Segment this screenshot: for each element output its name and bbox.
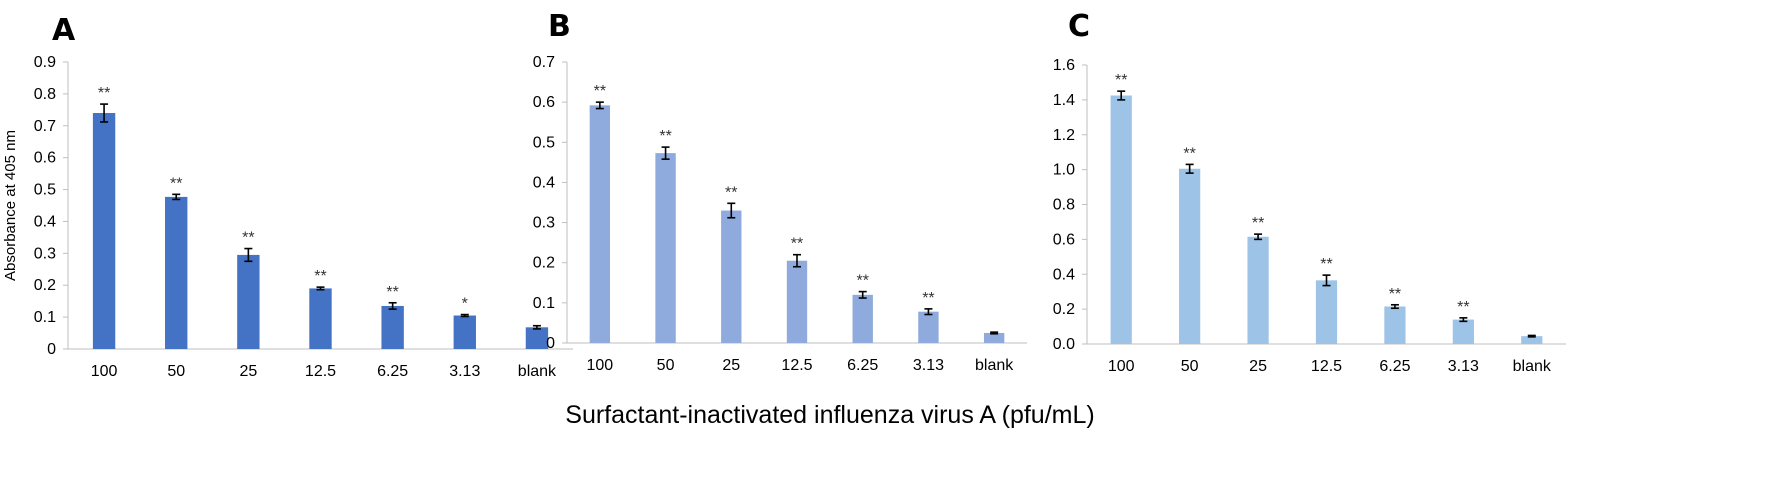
panel-c-bar [1179, 168, 1201, 344]
panel-b-bar [589, 105, 611, 344]
panel-c-bar [1110, 95, 1132, 344]
panel-b-bar [721, 210, 742, 343]
panel-b-bar [983, 332, 1005, 343]
panel-b: B 0 0.1 0.2 0.3 0.4 0.5 0.6 0.7 ** 100 ** 50 ** 25 ** 12… [533, 9, 1027, 374]
panel-a-bar [381, 305, 404, 349]
panel-b-y-tick-label: 0.2 [533, 255, 555, 272]
panel-a-y-tick-label: 0.4 [34, 213, 56, 230]
panel-a-y-tick-label: 0.2 [34, 277, 56, 294]
panel-b-significance-label: ** [791, 236, 803, 253]
panel-b-x-tick-label: 25 [722, 357, 740, 374]
panel-c-y-tick-label: 1.2 [1053, 127, 1075, 144]
panel-a-y-tick-label: 0.5 [34, 182, 56, 199]
panel-a-y-tick-label: 0.6 [34, 150, 56, 167]
panel-b-bar [852, 294, 873, 343]
panel-b-significance-label: ** [725, 184, 737, 201]
panel-a-bar [525, 327, 549, 349]
panel-c-x-tick-label: 50 [1181, 358, 1199, 375]
panel-c-y-tick-label: 1.0 [1053, 162, 1075, 179]
panel-c-significance-label: ** [1252, 215, 1264, 232]
panel-a-bar [92, 113, 116, 350]
panel-c-bar [1247, 236, 1269, 344]
panel-c-bar [1315, 280, 1338, 344]
panel-a-y-axis-label: Absorbance at 405 nm [2, 130, 19, 281]
panel-a: A 0 0.1 0.2 0.3 0.4 0.5 0.6 0.7 0.8 0.9 Absorbance … [2, 13, 573, 380]
panel-a-significance-label: * [462, 296, 468, 313]
panel-a-significance-label: ** [386, 284, 398, 301]
panel-a-y-tick-label: 0.9 [34, 54, 56, 71]
panel-c-x-tick-label: 100 [1108, 358, 1135, 375]
panel-a-x-tick-label: 3.13 [449, 363, 480, 380]
panel-c-x-tick-label: 6.25 [1379, 358, 1410, 375]
panel-a-x-tick-label: 12.5 [305, 363, 336, 380]
panel-c-y-tick-label: 0.6 [1053, 231, 1075, 248]
panel-c-significance-label: ** [1183, 145, 1195, 162]
panel-a-significance-label: ** [170, 175, 182, 192]
panel-a-bar [309, 288, 332, 349]
panel-b-x-tick-label: blank [975, 357, 1014, 374]
panel-b-y-tick-label: 0.6 [533, 94, 555, 111]
panel-a-x-tick-label: 100 [91, 363, 118, 380]
panel-a-letter: A [52, 13, 76, 48]
panel-c-significance-label: ** [1115, 72, 1127, 89]
panel-a-significance-label: ** [314, 268, 326, 285]
panel-b-bar [655, 153, 676, 343]
panel-b-x-tick-label: 100 [587, 357, 614, 374]
panel-c-letter: C [1068, 9, 1090, 44]
panel-c-y-tick-label: 0.4 [1053, 266, 1075, 283]
panel-a-significance-label: ** [98, 85, 110, 102]
panel-b-y-tick-label: 0.1 [533, 295, 555, 312]
panel-a-x-tick-label: 25 [239, 363, 257, 380]
panel-a-y-tick-label: 0.3 [34, 245, 56, 262]
panel-b-x-tick-label: 50 [657, 357, 675, 374]
panel-a-x-tick-label: blank [518, 363, 557, 380]
panel-c-x-tick-label: 12.5 [1311, 358, 1342, 375]
panel-a-x-tick-label: 6.25 [377, 363, 408, 380]
panel-a-bar [165, 196, 188, 349]
panel-b-significance-label: ** [594, 83, 606, 100]
panel-b-significance-label: ** [659, 128, 671, 145]
panel-a-bar [453, 315, 476, 349]
panel-c-significance-label: ** [1320, 256, 1332, 273]
panel-c-y-tick-label: 0.2 [1053, 301, 1075, 318]
panel-b-x-tick-label: 12.5 [781, 357, 812, 374]
panel-c-bar [1384, 306, 1406, 344]
panel-b-significance-label: ** [922, 290, 934, 307]
panel-c-x-tick-label: 25 [1249, 358, 1267, 375]
panel-b-bar [918, 311, 939, 343]
panel-c-significance-label: ** [1389, 286, 1401, 303]
panel-b-y-tick-label: 0 [546, 335, 555, 352]
panel-c-y-tick-label: 0.0 [1053, 336, 1075, 353]
panel-c-y-tick-label: 1.4 [1053, 92, 1075, 109]
panel-c-significance-label: ** [1457, 299, 1469, 316]
panel-b-x-tick-label: 3.13 [913, 357, 944, 374]
shared-x-axis-label: Surfactant-inactivated influenza virus A… [565, 401, 1094, 429]
panel-c-bar [1452, 319, 1474, 344]
panel-b-y-tick-label: 0.5 [533, 134, 555, 151]
panel-c-y-tick-label: 0.8 [1053, 197, 1075, 214]
panel-c-x-tick-label: 3.13 [1448, 358, 1479, 375]
panel-a-bar [237, 254, 260, 349]
panel-b-y-tick-label: 0.7 [533, 54, 555, 71]
panel-b-letter: B [548, 9, 571, 44]
panel-b-bar [786, 260, 808, 343]
panel-b-x-tick-label: 6.25 [847, 357, 878, 374]
panel-c-x-tick-label: blank [1513, 358, 1552, 375]
panel-b-y-tick-label: 0.3 [533, 215, 555, 232]
panel-a-significance-label: ** [242, 230, 254, 247]
panel-b-significance-label: ** [856, 273, 868, 290]
panel-b-y-tick-label: 0.4 [533, 174, 555, 191]
panel-a-y-tick-label: 0.1 [34, 309, 56, 326]
panel-a-y-tick-label: 0.8 [34, 86, 56, 103]
panel-c: C 0.0 0.2 0.4 0.6 0.8 1.0 1.2 1.4 1.6 ** 100 ** 50 ** 2… [1053, 9, 1566, 375]
panel-c-bar [1521, 336, 1543, 344]
panel-a-y-tick-label: 0 [47, 341, 56, 358]
panel-a-x-tick-label: 50 [167, 363, 185, 380]
panel-a-y-tick-label: 0.7 [34, 118, 56, 135]
panel-c-y-tick-label: 1.6 [1053, 57, 1075, 74]
